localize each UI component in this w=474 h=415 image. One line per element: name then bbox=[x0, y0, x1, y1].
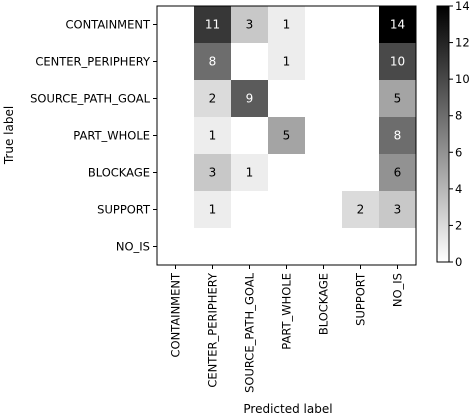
y-tick-label-containment: CONTAINMENT bbox=[66, 18, 151, 32]
cell-BLOCKAGE-CENTER_PERIPHERY bbox=[194, 154, 231, 191]
heatmap-cells bbox=[157, 6, 416, 265]
cell-PART_WHOLE-SOURCE_PATH_GOAL bbox=[231, 117, 268, 154]
cell-value-label: 9 bbox=[246, 92, 254, 106]
cell-NO_IS-SUPPORT bbox=[342, 228, 379, 265]
cell-NO_IS-CONTAINMENT bbox=[157, 228, 194, 265]
cell-SUPPORT-SOURCE_PATH_GOAL bbox=[231, 191, 268, 228]
cell-CONTAINMENT-SOURCE_PATH_GOAL bbox=[231, 6, 268, 43]
cell-SUPPORT-PART_WHOLE bbox=[268, 191, 305, 228]
cell-SOURCE_PATH_GOAL-NO_IS bbox=[379, 80, 416, 117]
cell-value-label: 14 bbox=[390, 18, 405, 32]
x-axis-label: Predicted label bbox=[243, 402, 332, 415]
cell-SOURCE_PATH_GOAL-SUPPORT bbox=[342, 80, 379, 117]
cell-SOURCE_PATH_GOAL-PART_WHOLE bbox=[268, 80, 305, 117]
colorbar-tick-label: 2 bbox=[455, 218, 462, 232]
cell-NO_IS-SOURCE_PATH_GOAL bbox=[231, 228, 268, 265]
cell-BLOCKAGE-SUPPORT bbox=[342, 154, 379, 191]
cell-CENTER_PERIPHERY-SUPPORT bbox=[342, 43, 379, 80]
x-tick-label-part_whole: PART_WHOLE bbox=[280, 273, 294, 350]
colorbar-tick-label: 6 bbox=[455, 145, 462, 159]
cell-value-label: 11 bbox=[205, 18, 220, 32]
cell-CONTAINMENT-NO_IS bbox=[379, 6, 416, 43]
cell-value-label: 1 bbox=[283, 55, 291, 69]
y-tick-label-no_is: NO_IS bbox=[116, 240, 150, 254]
cell-SOURCE_PATH_GOAL-BLOCKAGE bbox=[305, 80, 342, 117]
cell-value-label: 1 bbox=[246, 166, 254, 180]
x-tick-label-support: SUPPORT bbox=[354, 272, 368, 326]
cell-BLOCKAGE-PART_WHOLE bbox=[268, 154, 305, 191]
cell-BLOCKAGE-CONTAINMENT bbox=[157, 154, 194, 191]
cell-value-label: 2 bbox=[357, 203, 365, 217]
cell-NO_IS-BLOCKAGE bbox=[305, 228, 342, 265]
x-tick-label-blockage: BLOCKAGE bbox=[317, 273, 331, 335]
colorbar-tick-label: 0 bbox=[455, 255, 462, 269]
cell-NO_IS-PART_WHOLE bbox=[268, 228, 305, 265]
cell-CENTER_PERIPHERY-CONTAINMENT bbox=[157, 43, 194, 80]
cell-CENTER_PERIPHERY-SOURCE_PATH_GOAL bbox=[231, 43, 268, 80]
y-tick-label-center_periphery: CENTER_PERIPHERY bbox=[35, 55, 151, 69]
cell-value-label: 5 bbox=[394, 92, 402, 106]
cell-BLOCKAGE-SOURCE_PATH_GOAL bbox=[231, 154, 268, 191]
cell-CONTAINMENT-BLOCKAGE bbox=[305, 6, 342, 43]
cell-value-label: 8 bbox=[209, 55, 217, 69]
cell-PART_WHOLE-PART_WHOLE bbox=[268, 117, 305, 154]
cell-BLOCKAGE-NO_IS bbox=[379, 154, 416, 191]
x-tick-label-no_is: NO_IS bbox=[391, 273, 405, 307]
colorbar-tick-label: 10 bbox=[455, 72, 470, 86]
y-tick-label-blockage: BLOCKAGE bbox=[88, 166, 150, 180]
y-tick-label-source_path_goal: SOURCE_PATH_GOAL bbox=[30, 92, 150, 106]
cell-value-label: 6 bbox=[394, 166, 402, 180]
cell-PART_WHOLE-SUPPORT bbox=[342, 117, 379, 154]
cell-SOURCE_PATH_GOAL-SOURCE_PATH_GOAL bbox=[231, 80, 268, 117]
cell-CENTER_PERIPHERY-BLOCKAGE bbox=[305, 43, 342, 80]
cell-value-labels: 11 3 1 14 8 1 10 2 9 5 1 5 8 3 1 6 1 2 3 bbox=[205, 18, 405, 217]
y-tick-label-part_whole: PART_WHOLE bbox=[73, 129, 150, 143]
cell-CONTAINMENT-CENTER_PERIPHERY bbox=[194, 6, 231, 43]
cell-value-label: 3 bbox=[209, 166, 217, 180]
cell-SUPPORT-SUPPORT bbox=[342, 191, 379, 228]
y-tick-label-support: SUPPORT bbox=[97, 203, 151, 217]
cell-value-label: 10 bbox=[390, 55, 405, 69]
y-axis-label: True label bbox=[2, 106, 16, 165]
cell-NO_IS-NO_IS bbox=[379, 228, 416, 265]
cell-SOURCE_PATH_GOAL-CONTAINMENT bbox=[157, 80, 194, 117]
cell-value-label: 3 bbox=[394, 203, 402, 217]
colorbar: 0 2 4 6 8 10 12 14 bbox=[436, 0, 470, 269]
cell-CONTAINMENT-PART_WHOLE bbox=[268, 6, 305, 43]
cell-PART_WHOLE-CENTER_PERIPHERY bbox=[194, 117, 231, 154]
cell-value-label: 3 bbox=[246, 18, 254, 32]
cell-SUPPORT-CENTER_PERIPHERY bbox=[194, 191, 231, 228]
cell-CENTER_PERIPHERY-NO_IS bbox=[379, 43, 416, 80]
cell-NO_IS-CENTER_PERIPHERY bbox=[194, 228, 231, 265]
colorbar-gradient bbox=[436, 5, 450, 263]
cell-CONTAINMENT-CONTAINMENT bbox=[157, 6, 194, 43]
cell-CONTAINMENT-SUPPORT bbox=[342, 6, 379, 43]
cell-PART_WHOLE-BLOCKAGE bbox=[305, 117, 342, 154]
cell-value-label: 1 bbox=[209, 203, 217, 217]
cell-value-label: 1 bbox=[209, 129, 217, 143]
colorbar-tick-label: 14 bbox=[455, 0, 470, 13]
cell-SUPPORT-NO_IS bbox=[379, 191, 416, 228]
x-tick-label-center_periphery: CENTER_PERIPHERY bbox=[206, 272, 220, 388]
cell-value-label: 5 bbox=[283, 129, 291, 143]
y-axis-ticks: CONTAINMENT CENTER_PERIPHERY SOURCE_PATH_G… bbox=[30, 18, 157, 254]
colorbar-tick-label: 8 bbox=[455, 109, 462, 123]
x-tick-label-containment: CONTAINMENT bbox=[169, 272, 183, 357]
cell-CENTER_PERIPHERY-CENTER_PERIPHERY bbox=[194, 43, 231, 80]
x-axis-ticks: CONTAINMENT CENTER_PERIPHERY SOURCE_PATH_G… bbox=[169, 265, 405, 393]
cell-SUPPORT-CONTAINMENT bbox=[157, 191, 194, 228]
colorbar-tick-label: 12 bbox=[455, 36, 470, 50]
cell-SUPPORT-BLOCKAGE bbox=[305, 191, 342, 228]
cell-PART_WHOLE-NO_IS bbox=[379, 117, 416, 154]
colorbar-tick-label: 4 bbox=[455, 182, 462, 196]
cell-value-label: 2 bbox=[209, 92, 217, 106]
cell-value-label: 1 bbox=[283, 18, 291, 32]
x-tick-label-source_path_goal: SOURCE_PATH_GOAL bbox=[243, 272, 257, 392]
cell-BLOCKAGE-BLOCKAGE bbox=[305, 154, 342, 191]
cell-SOURCE_PATH_GOAL-CENTER_PERIPHERY bbox=[194, 80, 231, 117]
cell-PART_WHOLE-CONTAINMENT bbox=[157, 117, 194, 154]
cell-value-label: 8 bbox=[394, 129, 402, 143]
cell-CENTER_PERIPHERY-PART_WHOLE bbox=[268, 43, 305, 80]
